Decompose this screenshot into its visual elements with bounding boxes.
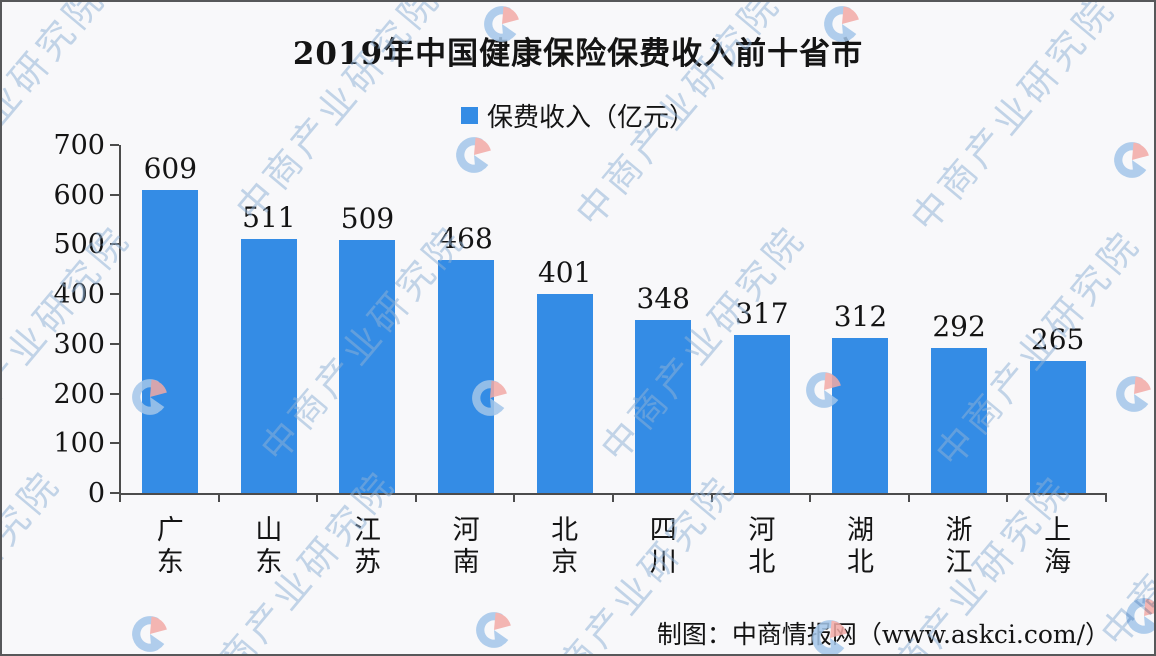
x-axis-tick [513, 495, 516, 502]
y-axis-tick-label: 600 [53, 179, 105, 211]
bar-slot: 348 四 川 [614, 145, 713, 578]
x-axis-tick [217, 495, 220, 502]
x-axis-tick [612, 495, 614, 502]
x-axis-label: 上 海 [1044, 515, 1072, 578]
bar [1029, 361, 1086, 493]
x-axis-label: 江 苏 [353, 515, 381, 578]
x-axis-tick [119, 495, 121, 502]
askci-logo-icon [1122, 594, 1154, 638]
bar-slot: 292 浙 江 [910, 145, 1009, 578]
bar-value-label: 312 [833, 299, 888, 333]
x-axis-tick [316, 495, 319, 502]
x-axis-tick [907, 495, 910, 502]
y-axis-tick-label: 300 [53, 328, 105, 360]
x-axis-tick [1105, 495, 1107, 502]
bar-slot: 511 山 东 [220, 145, 319, 578]
y-axis-tick-label: 100 [53, 428, 105, 460]
bar [142, 190, 199, 493]
y-axis-tick-label: 0 [87, 478, 105, 509]
bar-value-label: 348 [636, 282, 690, 315]
chart-title: 2019年中国健康保险保费收入前十省市 [292, 36, 864, 72]
x-axis-tick [1006, 495, 1009, 502]
bar-value-label: 317 [735, 297, 789, 331]
y-axis-tick [110, 492, 119, 494]
x-axis-label: 北 京 [551, 515, 579, 578]
y-axis-tick-label: 400 [53, 279, 105, 311]
legend: 保费收入（亿元） [2, 97, 1154, 134]
askci-logo-icon [472, 608, 516, 652]
bar [733, 335, 790, 493]
bar-value-label: 292 [932, 309, 986, 343]
y-axis-tick-label: 500 [53, 229, 105, 261]
x-axis-label: 山 东 [255, 515, 283, 578]
y-axis-tick [110, 392, 119, 395]
x-axis-label: 河 北 [748, 515, 776, 578]
bar [339, 239, 396, 493]
bar-value-label: 609 [143, 152, 198, 186]
y-axis-tick [110, 144, 119, 146]
chart-credit: 制图：中商情报网（www.askci.com/） [656, 620, 1110, 649]
askci-logo-icon [1112, 372, 1154, 416]
y-axis-tick-label: 700 [53, 130, 105, 161]
x-axis-label: 广 东 [156, 515, 184, 578]
bar [536, 293, 593, 493]
bar-value-label: 401 [537, 255, 592, 289]
bar-value-label: 509 [340, 201, 395, 235]
askci-logo-icon [1110, 138, 1154, 182]
bar [931, 347, 988, 493]
bar-value-label: 265 [1030, 323, 1085, 357]
legend-label: 保费收入（亿元） [486, 103, 695, 133]
legend-marker-icon [460, 107, 478, 124]
y-axis-tick-label: 200 [53, 378, 105, 410]
y-axis-tick [110, 293, 119, 296]
bar-slot: 468 河 南 [417, 145, 516, 578]
bar [240, 238, 297, 493]
bar [438, 260, 495, 493]
x-axis-label: 河 南 [452, 515, 480, 578]
bar-slot: 509 江 苏 [318, 145, 417, 578]
y-axis-tick [110, 342, 119, 345]
askci-logo-icon [128, 612, 172, 654]
x-axis-label: 四 川 [649, 515, 677, 578]
x-axis-tick [414, 495, 417, 502]
y-axis-tick [110, 442, 119, 445]
x-axis-label: 湖 北 [846, 515, 874, 578]
bar-slot: 609 广 东 [121, 145, 220, 578]
bar [635, 320, 692, 493]
bar [832, 337, 889, 493]
bar-slot: 265 上 海 [1008, 145, 1107, 578]
bar-slot: 317 河 北 [713, 145, 812, 578]
plot-area: 609 广 东 511 山 东 509 江 苏 468 河 南 401 北 京 348 四 川 317 河… [119, 145, 1107, 578]
y-axis-tick [110, 193, 119, 196]
bar-slot: 312 湖 北 [811, 145, 910, 578]
x-axis-tick [809, 495, 812, 502]
bar-value-label: 511 [242, 200, 296, 234]
x-axis-tick [710, 495, 713, 502]
bar-slot: 401 北 京 [515, 145, 614, 578]
y-axis-tick [110, 243, 119, 246]
x-axis-label: 浙 江 [945, 515, 973, 578]
bar-value-label: 468 [439, 222, 493, 256]
